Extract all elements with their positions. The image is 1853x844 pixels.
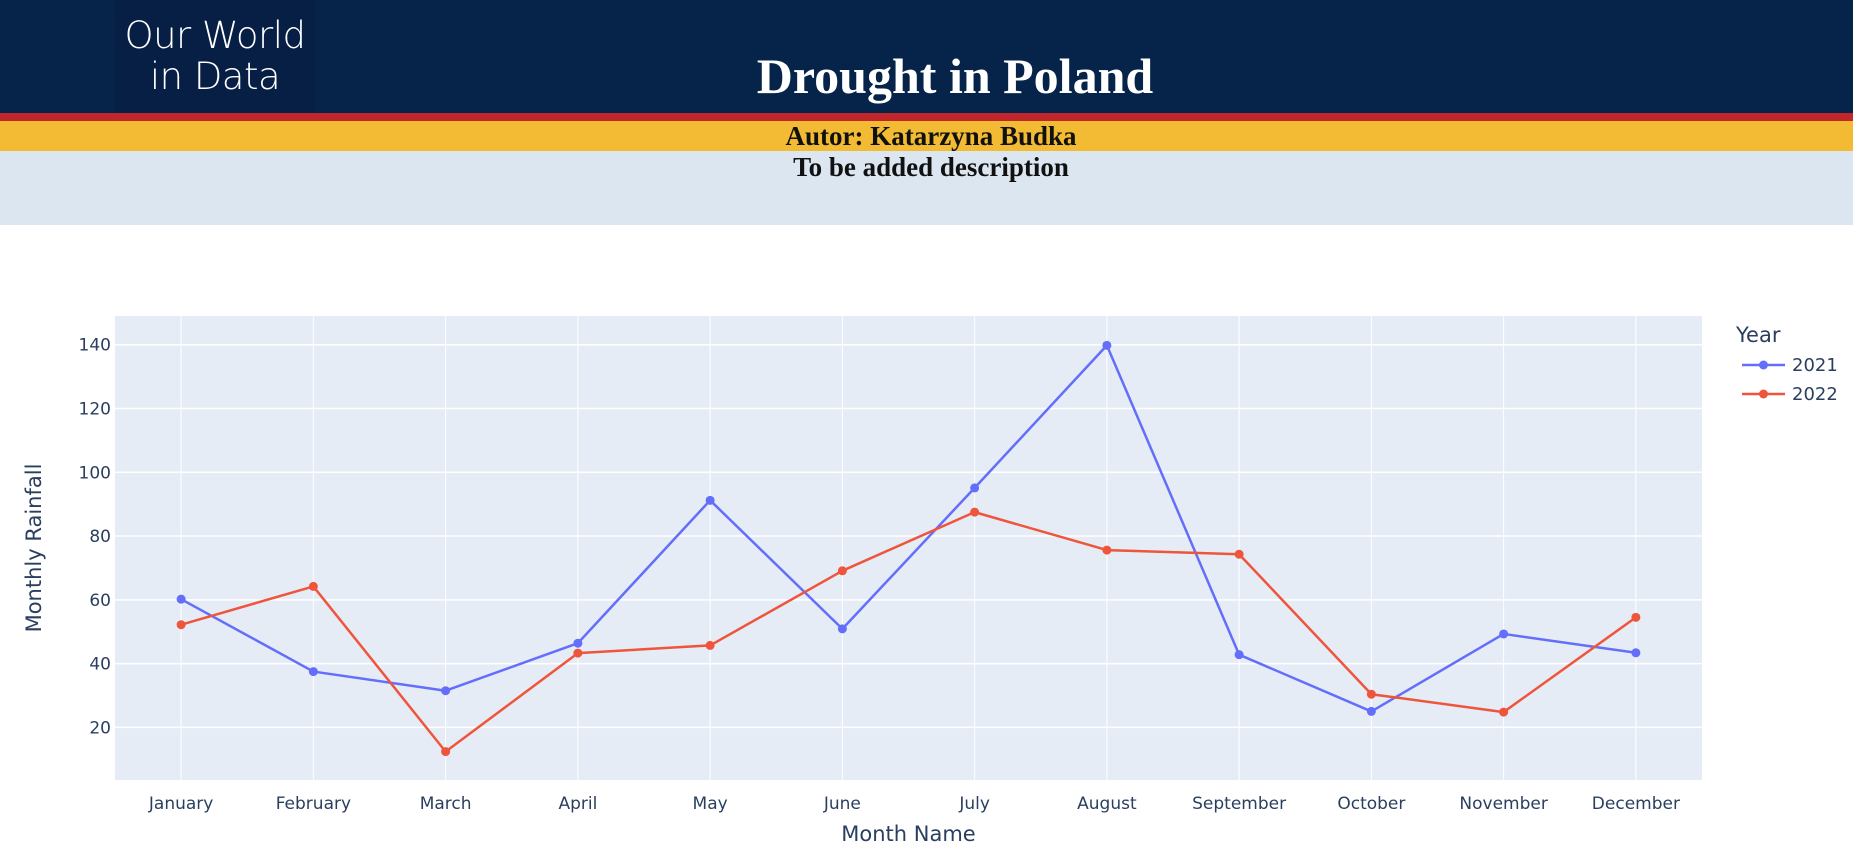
data-point <box>970 483 980 493</box>
data-point <box>573 648 583 658</box>
data-point <box>705 640 715 650</box>
y-tick-label: 60 <box>89 591 111 611</box>
series-line-2022 <box>180 510 1637 753</box>
y-tick-label: 80 <box>89 527 111 547</box>
x-tick-label: June <box>823 794 861 814</box>
x-tick-label: July <box>958 794 990 814</box>
legend-title: Year <box>1735 323 1781 347</box>
data-point <box>441 686 451 696</box>
data-point <box>1234 650 1244 660</box>
series-layer <box>176 340 1641 757</box>
x-tick-label: May <box>693 794 728 814</box>
data-point <box>1366 706 1376 716</box>
data-point <box>1631 648 1641 658</box>
data-point <box>1234 549 1244 559</box>
author-line: Autor: Katarzyna Budka <box>785 121 1077 151</box>
x-axis-title: Month Name <box>841 822 975 844</box>
data-point <box>176 594 186 604</box>
legend-label: 2021 <box>1792 355 1838 376</box>
data-point <box>837 624 847 634</box>
data-point <box>1631 612 1641 622</box>
x-tick-label: January <box>148 794 213 814</box>
x-tick-label: September <box>1192 794 1286 814</box>
description-band <box>0 151 1853 225</box>
data-point <box>1102 340 1112 350</box>
data-point <box>573 638 583 648</box>
legend-swatch-marker <box>1759 389 1768 399</box>
axis-ticks: January February March April May June July Augu… <box>79 336 1680 814</box>
legend-swatch-marker <box>1759 360 1768 370</box>
y-tick-label: 20 <box>89 718 111 738</box>
data-point <box>1102 545 1112 555</box>
data-point <box>1499 707 1509 717</box>
data-point <box>837 566 847 576</box>
plot-area <box>115 316 1702 780</box>
x-tick-label: March <box>420 794 472 814</box>
data-point <box>1366 689 1376 699</box>
data-point <box>308 581 318 591</box>
x-tick-label: December <box>1592 794 1680 814</box>
our-world-in-data-logo[interactable]: Our World in Data <box>115 0 315 113</box>
x-tick-label: November <box>1459 794 1547 814</box>
y-tick-label: 140 <box>79 336 111 356</box>
y-tick-label: 100 <box>79 463 111 483</box>
logo-line-2: in Data <box>149 55 281 98</box>
legend[interactable]: Year 2021 2022 <box>1735 323 1838 405</box>
data-point <box>705 495 715 505</box>
description-text: To be added description <box>793 152 1069 182</box>
yellow-band <box>0 121 1853 151</box>
data-point <box>176 620 186 630</box>
x-tick-label: February <box>276 794 351 814</box>
y-tick-label: 40 <box>89 655 111 675</box>
y-axis-title: Monthly Rainfall <box>22 464 46 633</box>
y-tick-label: 120 <box>79 399 111 419</box>
page-title: Drought in Poland <box>756 48 1154 104</box>
grid-lines <box>115 316 1702 780</box>
data-point <box>308 667 318 677</box>
data-point <box>970 507 980 517</box>
data-point <box>1499 629 1509 639</box>
x-tick-label: October <box>1337 794 1405 814</box>
x-tick-label: April <box>558 794 597 814</box>
red-stripe <box>0 113 1853 121</box>
logo-line-1: Our World <box>124 14 306 57</box>
x-tick-label: August <box>1077 794 1137 814</box>
legend-label: 2022 <box>1792 384 1838 405</box>
data-point <box>441 747 451 757</box>
series-line-2021 <box>180 344 1637 713</box>
